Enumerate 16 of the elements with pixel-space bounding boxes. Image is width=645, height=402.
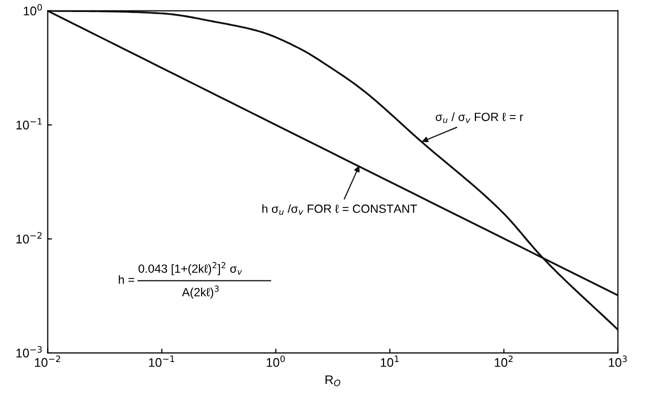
x-tick-label: 10$^{−1}$ xyxy=(149,356,174,367)
x-tick-label: 10$^{2}$ xyxy=(494,356,513,367)
annotation: h = xyxy=(118,275,134,284)
y-tick-label: 10$^{0}$ xyxy=(24,4,42,16)
y-tick-label: 10$^{−3}$ xyxy=(16,346,42,358)
annotation: σ$_{u}$ / σ$_{v}$ FOR ℓ = r xyxy=(436,112,524,124)
x-tick-label: 10$^{0}$ xyxy=(266,356,285,367)
x-tick-label: 10$^{3}$ xyxy=(608,356,627,367)
y-tick-label: 10$^{−2}$ xyxy=(16,232,42,244)
annotation: A(2kℓ)$^{3}$ xyxy=(182,286,219,299)
y-tick-label: 10$^{−1}$ xyxy=(16,118,42,130)
x-axis-title: R$_{O}$ xyxy=(326,375,340,386)
annotation: h σ$_{u}$ /σ$_{v}$ FOR ℓ = CONSTANT xyxy=(262,204,417,215)
x-tick-label: 10$^{1}$ xyxy=(380,356,399,367)
annotation: 0.043 [1+(2kℓ)$^{2}$]$^{2}$ σ$_{v}$ xyxy=(138,262,242,276)
x-tick-label: 10$^{−2}$ xyxy=(34,356,60,367)
